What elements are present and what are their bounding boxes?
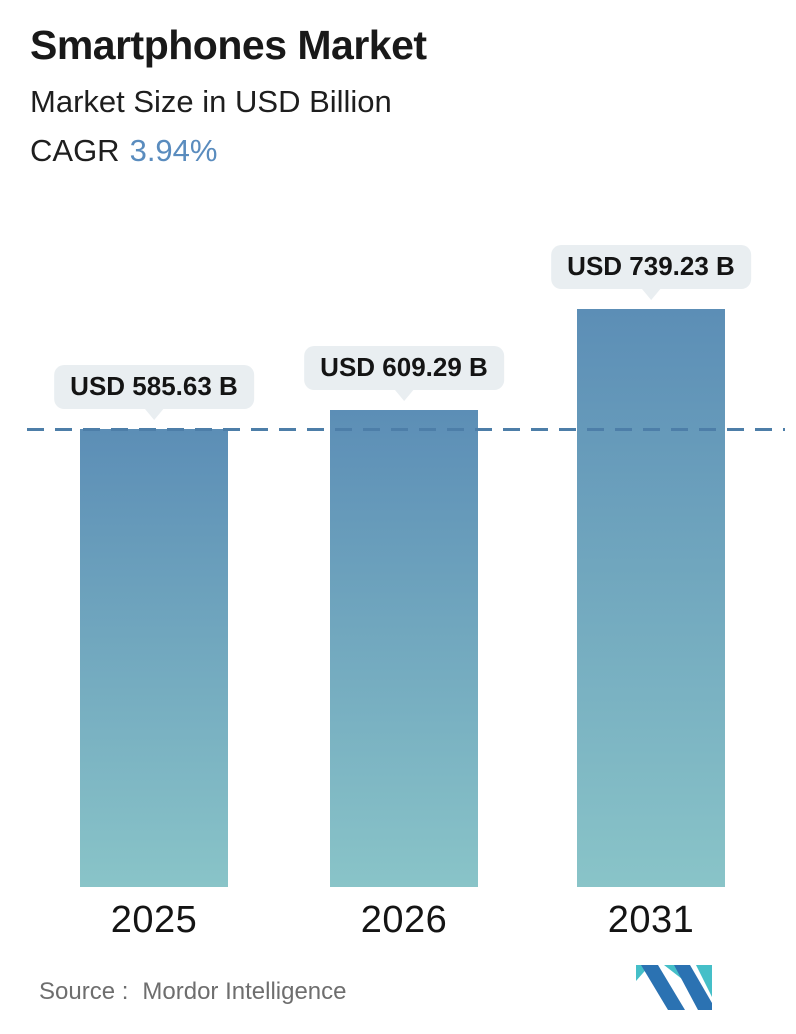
bar-2025 [80, 429, 228, 887]
page-title: Smartphones Market [30, 22, 427, 68]
cagr-value: 3.94% [129, 133, 218, 169]
chart-footer: Source : Mordor Intelligence [0, 964, 796, 1034]
x-axis-label-2025: 2025 [110, 899, 198, 941]
chart-header: Smartphones Market Market Size in USD Bi… [30, 22, 427, 170]
source-line: Source : Mordor Intelligence [39, 978, 347, 1006]
chart-subtitle: Market Size in USD Billion [30, 84, 392, 120]
value-label-2026: USD 609.29 B [304, 346, 504, 390]
value-label-2031: USD 739.23 B [551, 245, 751, 289]
mordor-intelligence-logo [636, 965, 712, 1010]
cagr-row: CAGR 3.94% [30, 132, 427, 169]
x-axis-label-2026: 2026 [360, 899, 448, 941]
reference-dashed-line [27, 428, 785, 431]
source-value: Mordor Intelligence [142, 978, 347, 1005]
bar-2031 [577, 309, 725, 887]
value-label-2025: USD 585.63 B [54, 365, 254, 409]
bar-2026 [330, 410, 478, 887]
cagr-label: CAGR [30, 133, 120, 169]
source-label: Source : [39, 978, 129, 1005]
x-axis-label-2031: 2031 [607, 899, 695, 941]
